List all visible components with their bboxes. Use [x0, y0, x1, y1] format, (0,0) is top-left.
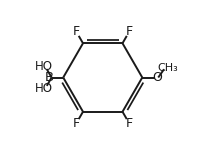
- Text: HO: HO: [35, 82, 53, 95]
- Text: F: F: [126, 25, 133, 38]
- Text: HO: HO: [35, 60, 53, 73]
- Text: F: F: [73, 25, 80, 38]
- Text: F: F: [73, 117, 80, 130]
- Text: B: B: [45, 71, 54, 84]
- Text: CH₃: CH₃: [157, 63, 178, 73]
- Text: F: F: [126, 117, 133, 130]
- Text: O: O: [152, 71, 162, 84]
